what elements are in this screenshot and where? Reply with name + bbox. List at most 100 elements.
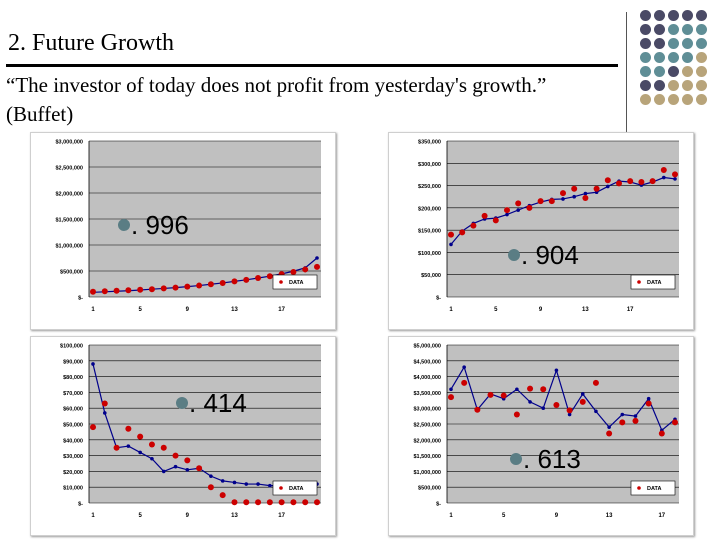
data-point (616, 180, 622, 187)
fit-point (161, 469, 166, 474)
fit-point (620, 412, 625, 417)
y-tick-label: $350,000 (418, 140, 441, 146)
data-point (527, 385, 534, 392)
slide-title: 2. Future Growth (8, 30, 174, 56)
y-tick-label: $2,000,000 (55, 192, 83, 198)
fit-point (315, 256, 319, 260)
x-tick-label: 13 (582, 307, 589, 313)
legend-box (630, 274, 676, 290)
y-tick-label: $3,500,000 (413, 391, 441, 397)
data-point (606, 430, 613, 437)
legend-marker (279, 486, 283, 490)
decor-dot (668, 38, 679, 49)
data-point (196, 282, 203, 289)
data-point (592, 379, 599, 386)
legend-box (272, 480, 318, 496)
data-point (113, 287, 120, 294)
y-tick-label: $4,500,000 (413, 359, 441, 365)
y-tick-label: $- (78, 502, 83, 508)
y-tick-label: $30,000 (63, 454, 83, 460)
data-point (148, 441, 155, 448)
data-point (672, 171, 678, 178)
data-point (302, 266, 309, 273)
r-value-callout-2: . 904 (508, 240, 579, 271)
y-tick-label: $5,000,000 (413, 344, 441, 350)
r-value-2: . 904 (521, 240, 579, 270)
data-point (619, 419, 626, 426)
decor-dot (640, 24, 651, 35)
data-point (231, 499, 238, 506)
fit-point (572, 194, 576, 199)
data-point (571, 185, 578, 192)
decor-dot (696, 52, 707, 63)
legend-marker (637, 280, 641, 284)
data-point (125, 425, 132, 432)
bullet-icon (510, 453, 522, 465)
data-point (660, 166, 667, 173)
data-point (593, 185, 600, 192)
y-tick-label: $2,500,000 (55, 166, 83, 172)
decor-dot (696, 66, 707, 77)
y-tick-label: $500,000 (418, 486, 441, 492)
x-tick-label: 17 (658, 513, 665, 519)
fit-point (606, 184, 610, 189)
x-tick-label: 17 (627, 307, 634, 313)
decor-dot (682, 80, 693, 91)
x-tick-label: 9 (186, 307, 190, 313)
fit-point (516, 208, 520, 212)
y-tick-label: $250,000 (418, 184, 441, 190)
data-point (632, 417, 639, 424)
data-point (255, 275, 262, 282)
r-value-callout-3: . 414 (176, 388, 247, 419)
data-point (474, 406, 481, 413)
fit-point (150, 456, 154, 461)
decor-dot (682, 94, 693, 105)
chart-linear-growth: $- $50,000 $100,000 $150,000 $200,000 $250,00… (388, 132, 694, 330)
fit-point (138, 450, 142, 455)
y-tick-label: $- (78, 296, 83, 302)
decor-dot (696, 38, 707, 49)
x-tick-label: 9 (186, 513, 190, 519)
chart-svg: $- $500,000 $1,000,000 $1,500,000 $2,000,000… (55, 140, 321, 313)
data-point (90, 424, 96, 431)
y-tick-label: $80,000 (63, 375, 83, 381)
fit-point (505, 212, 509, 217)
fit-point (256, 482, 260, 486)
x-tick-label: 13 (606, 513, 613, 519)
data-point (207, 484, 214, 491)
y-tick-label: $70,000 (63, 391, 83, 397)
fit-point (91, 362, 95, 366)
r-value-callout-1: . 996 (118, 210, 189, 241)
decor-dot (696, 80, 707, 91)
x-tick-label: 13 (231, 513, 238, 519)
decor-dot (682, 66, 693, 77)
fit-point (462, 365, 466, 369)
decor-dot (640, 10, 651, 21)
r-value-callout-4: . 613 (510, 444, 581, 475)
y-tick-label: $50,000 (63, 423, 83, 429)
fit-point (561, 197, 565, 201)
legend-label: DATA (647, 280, 661, 286)
fit-point (244, 482, 249, 486)
legend-box (272, 274, 318, 290)
data-point (459, 229, 466, 236)
decor-dot (668, 66, 679, 77)
decor-dot (640, 80, 651, 91)
fit-point (554, 368, 559, 373)
x-tick-label: 5 (494, 307, 498, 313)
y-tick-label: $1,000,000 (55, 244, 83, 250)
data-point (314, 499, 320, 506)
fit-point (449, 242, 453, 247)
data-point (160, 444, 167, 451)
data-point (231, 278, 238, 285)
decor-dot (654, 38, 665, 49)
data-point (314, 263, 320, 270)
fit-point (580, 392, 585, 396)
bullet-icon (118, 219, 130, 231)
y-tick-label: $50,000 (421, 273, 441, 279)
data-point (172, 452, 179, 459)
data-point (645, 400, 652, 407)
chart-volatile-growth: $- $500,000 $1,000,000 $1,500,000 $2,000,000… (388, 336, 694, 536)
data-point (266, 273, 273, 280)
fit-point (515, 387, 519, 392)
